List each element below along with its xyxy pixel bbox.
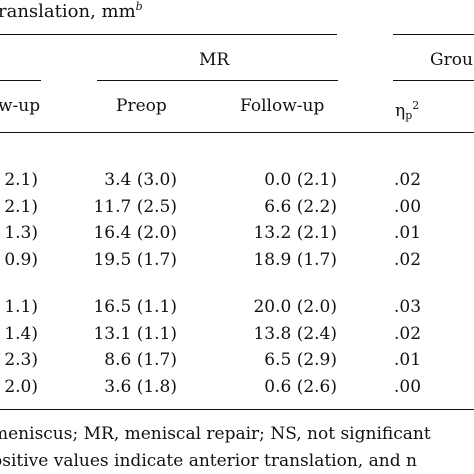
cell-followup: 13.8 (2.4) bbox=[253, 324, 337, 344]
group-rule-left bbox=[0, 80, 41, 81]
table-title-text: ranslation, mm bbox=[0, 1, 136, 22]
cell-eta: .00 bbox=[394, 377, 422, 397]
cell-eta: .01 bbox=[394, 223, 422, 243]
cell-left: 0.9) bbox=[4, 250, 38, 270]
header-bottom-rule bbox=[0, 132, 474, 133]
top-rule-right bbox=[393, 34, 474, 35]
cell-left: 1.1) bbox=[4, 297, 38, 317]
cell-left: 2.1) bbox=[4, 170, 38, 190]
cell-followup: 0.6 (2.6) bbox=[264, 377, 337, 397]
cell-preop: 16.5 (1.1) bbox=[93, 297, 177, 317]
cell-followup: 18.9 (1.7) bbox=[253, 250, 337, 270]
eta-symbol: η bbox=[395, 101, 406, 121]
cell-left: 1.3) bbox=[4, 223, 38, 243]
cell-preop: 19.5 (1.7) bbox=[93, 250, 177, 270]
table-bottom-rule bbox=[0, 409, 474, 410]
group-header-mr: MR bbox=[199, 50, 230, 70]
top-rule-left bbox=[0, 34, 337, 35]
group-rule-right bbox=[393, 80, 474, 81]
cell-left: 2.0) bbox=[4, 377, 38, 397]
cell-preop: 3.6 (1.8) bbox=[104, 377, 177, 397]
cell-left: 2.3) bbox=[4, 350, 38, 370]
cell-followup: 13.2 (2.1) bbox=[253, 223, 337, 243]
cell-eta: .01 bbox=[394, 350, 422, 370]
cell-followup: 0.0 (2.1) bbox=[264, 170, 337, 190]
cell-preop: 8.6 (1.7) bbox=[104, 350, 177, 370]
cell-left: 1.4) bbox=[4, 324, 38, 344]
col-header-eta: ηp2 bbox=[395, 96, 419, 126]
cell-eta: .00 bbox=[394, 197, 422, 217]
title-footnote-marker: b bbox=[135, 0, 143, 13]
group-header-right: Grou bbox=[430, 50, 473, 70]
cell-followup: 6.6 (2.2) bbox=[264, 197, 337, 217]
cell-preop: 3.4 (3.0) bbox=[104, 170, 177, 190]
cell-preop: 16.4 (2.0) bbox=[93, 223, 177, 243]
cell-eta: .03 bbox=[394, 297, 422, 317]
cell-preop: 13.1 (1.1) bbox=[93, 324, 177, 344]
table-title: ranslation, mmb bbox=[0, 0, 143, 22]
cell-eta: .02 bbox=[394, 324, 422, 344]
cell-preop: 11.7 (2.5) bbox=[93, 197, 177, 217]
footnote-line-2: ositive values indicate anterior transla… bbox=[0, 451, 417, 471]
group-rule-mr bbox=[97, 80, 338, 81]
eta-subscript: p bbox=[405, 109, 413, 122]
eta-superscript: 2 bbox=[412, 99, 420, 112]
col-header-left: w-up bbox=[0, 96, 41, 116]
col-header-followup: Follow-up bbox=[240, 96, 325, 116]
col-header-preop: Preop bbox=[116, 96, 167, 116]
cell-eta: .02 bbox=[394, 250, 422, 270]
cell-followup: 20.0 (2.0) bbox=[253, 297, 337, 317]
footnote-line-1: meniscus; MR, meniscal repair; NS, not s… bbox=[0, 424, 431, 444]
cell-followup: 6.5 (2.9) bbox=[264, 350, 337, 370]
cell-left: 2.1) bbox=[4, 197, 38, 217]
cell-eta: .02 bbox=[394, 170, 422, 190]
